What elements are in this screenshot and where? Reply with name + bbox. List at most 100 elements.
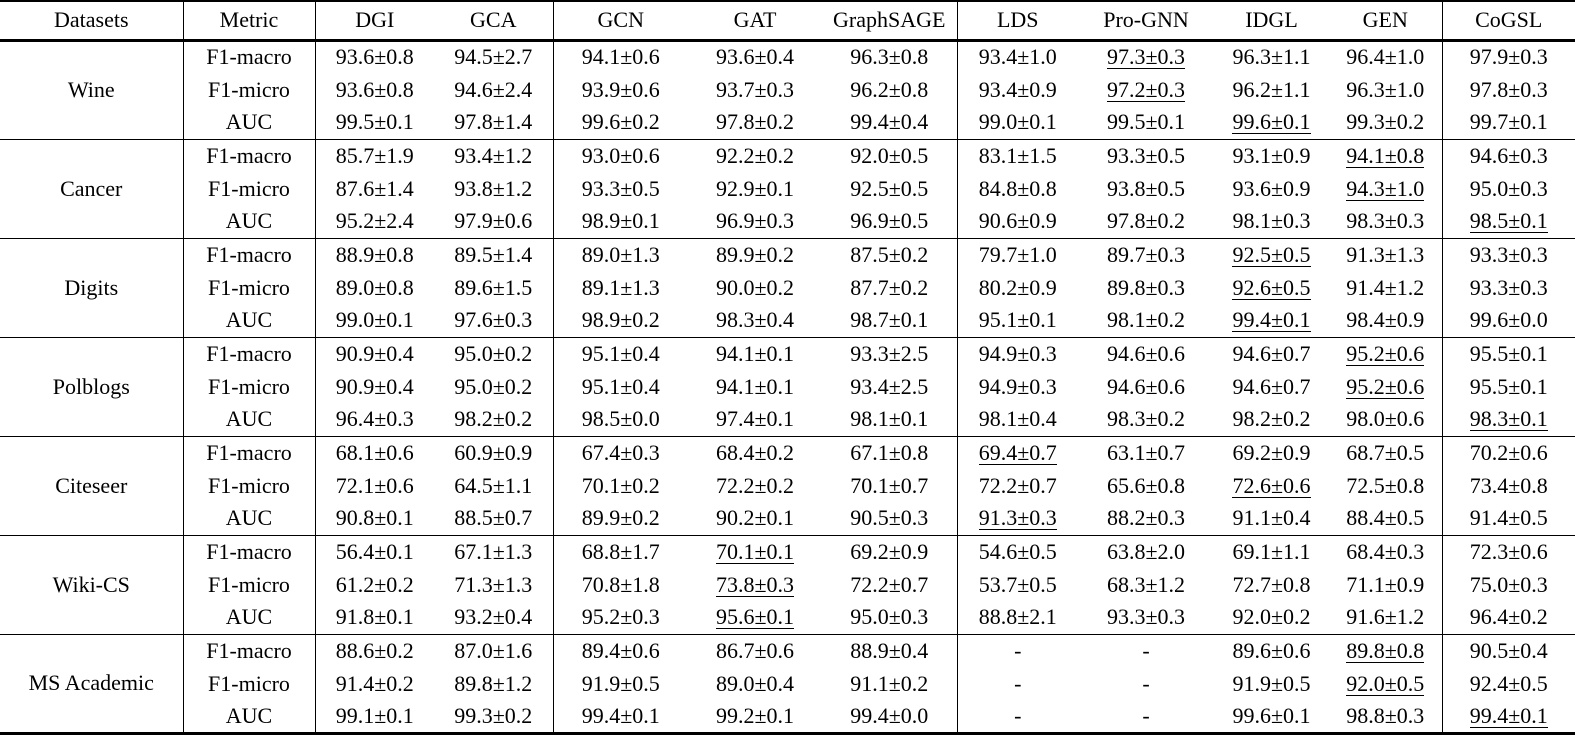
value-cell: 69.1±1.1 bbox=[1214, 534, 1329, 568]
column-header-datasets: Datasets bbox=[0, 1, 184, 42]
value-cell: 97.8±0.2 bbox=[715, 109, 795, 135]
value-cell: - bbox=[1142, 670, 1150, 696]
metric-label: F1-micro bbox=[183, 568, 316, 601]
value-cell: 92.5±0.5 bbox=[1214, 237, 1329, 271]
value-cell: 91.3±0.3 bbox=[957, 502, 1078, 535]
value-cell: 68.8±1.7 bbox=[553, 534, 688, 568]
value-cell: 90.8±0.1 bbox=[335, 505, 414, 531]
table-row: F1-micro 87.6±1.4 93.8±1.2 93.3±0.5 92.9±0.1… bbox=[0, 172, 1575, 205]
column-header-idgl: IDGL bbox=[1214, 1, 1329, 42]
value-cell: 89.0±1.3 bbox=[553, 237, 688, 271]
value-cell: 95.0±0.3 bbox=[822, 601, 958, 634]
value-cell: 73.8±0.3 bbox=[688, 568, 822, 601]
metric-label: AUC bbox=[183, 205, 316, 238]
value-cell: 89.9±0.2 bbox=[688, 237, 822, 271]
value-cell: 94.6±0.7 bbox=[1232, 373, 1311, 399]
column-header-gat: GAT bbox=[688, 1, 822, 42]
table-header: Datasets Metric DGI GCA GCN GAT GraphSAGE LDS Pr… bbox=[0, 1, 1575, 42]
column-header-cogsl: CoGSL bbox=[1442, 1, 1575, 42]
table-row: Wine F1-macro 93.6±0.8 94.5±2.7 94.1±0.6 93.6… bbox=[0, 40, 1575, 139]
value-cell: 90.9±0.4 bbox=[335, 373, 414, 399]
value-cell: 94.1±0.8 bbox=[1329, 138, 1443, 172]
value-cell: 93.1±0.9 bbox=[1214, 138, 1329, 172]
value-cell: 88.4±0.5 bbox=[1329, 502, 1443, 535]
value-cell: 53.7±0.5 bbox=[978, 571, 1057, 597]
metric-label: AUC bbox=[183, 304, 316, 337]
value-cell: 94.6±0.3 bbox=[1442, 138, 1575, 172]
value-cell: 94.9±0.3 bbox=[978, 373, 1057, 399]
value-cell: 72.3±0.6 bbox=[1442, 534, 1575, 568]
value-cell: 91.4±0.5 bbox=[1469, 505, 1548, 531]
value-cell: 71.3±1.3 bbox=[434, 568, 554, 601]
metric-label: F1-micro bbox=[183, 667, 316, 700]
value-cell: 67.1±1.3 bbox=[434, 534, 554, 568]
value-cell: 70.8±1.8 bbox=[581, 571, 660, 597]
table-row: Polblogs F1-macro 90.9±0.4 95.0±0.2 95.1±0.4… bbox=[0, 336, 1575, 436]
underlined-value: 92.0±0.5 bbox=[1346, 670, 1425, 696]
value-cell: 96.9±0.5 bbox=[822, 205, 958, 238]
value-cell: 83.1±1.5 bbox=[957, 138, 1078, 172]
metric-label: F1-macro bbox=[183, 40, 316, 73]
value-cell: 96.4±1.0 bbox=[1329, 40, 1443, 73]
value-cell: 98.2±0.2 bbox=[1232, 406, 1311, 432]
table-row: AUC 96.4±0.3 98.2±0.2 98.5±0.0 97.4±0.1 98.1±… bbox=[0, 403, 1575, 436]
value-cell: 95.6±0.1 bbox=[688, 601, 822, 634]
metric-label: F1-macro bbox=[183, 336, 316, 370]
value-cell: 94.6±0.7 bbox=[1214, 336, 1329, 370]
value-cell: - bbox=[1078, 633, 1214, 667]
value-cell: 96.2±0.8 bbox=[822, 73, 958, 106]
value-cell: 60.9±0.9 bbox=[434, 435, 554, 469]
value-cell: 73.4±0.8 bbox=[1469, 472, 1548, 498]
value-cell: 93.6±0.4 bbox=[715, 44, 795, 70]
value-cell: 95.1±0.4 bbox=[581, 373, 660, 399]
value-cell: 98.3±0.1 bbox=[1442, 403, 1575, 436]
value-cell: 98.3±0.2 bbox=[1106, 406, 1186, 432]
value-cell: 94.3±1.0 bbox=[1329, 172, 1443, 205]
value-cell: 88.6±0.2 bbox=[315, 633, 434, 667]
table-row: F1-micro 93.6±0.8 94.6±2.4 93.9±0.6 93.7±0.3… bbox=[0, 73, 1575, 106]
value-cell: 98.1±0.3 bbox=[1232, 208, 1311, 234]
value-cell: 96.9±0.3 bbox=[715, 208, 795, 234]
value-cell: 93.9±0.6 bbox=[581, 76, 660, 102]
value-cell: 93.6±0.8 bbox=[335, 76, 414, 102]
value-cell: 91.4±1.2 bbox=[1329, 271, 1443, 304]
value-cell: 96.4±0.2 bbox=[1469, 604, 1548, 630]
metric-label: F1-macro bbox=[183, 237, 316, 271]
table-row: F1-micro 72.1±0.6 64.5±1.1 70.1±0.2 72.2±0.2… bbox=[0, 469, 1575, 502]
column-header-dgi: DGI bbox=[315, 1, 434, 42]
value-cell: 97.4±0.1 bbox=[715, 406, 795, 432]
value-cell: 97.3±0.3 bbox=[1078, 40, 1214, 73]
value-cell: 94.6±2.4 bbox=[434, 73, 554, 106]
value-cell: 72.5±0.8 bbox=[1329, 469, 1443, 502]
value-cell: 95.0±0.2 bbox=[434, 370, 554, 403]
value-cell: 98.5±0.0 bbox=[581, 406, 660, 432]
underlined-value: 94.1±0.8 bbox=[1346, 142, 1425, 168]
dataset-label: Citeseer bbox=[0, 435, 184, 535]
value-cell: 88.8±2.1 bbox=[978, 604, 1057, 630]
underlined-value: 92.5±0.5 bbox=[1232, 241, 1311, 267]
table-row: MS Academic F1-macro 88.6±0.2 87.0±1.6 89.4±… bbox=[0, 633, 1575, 733]
value-cell: 95.5±0.1 bbox=[1442, 336, 1575, 370]
metric-label: F1-macro bbox=[183, 435, 316, 469]
underlined-value: 69.4±0.7 bbox=[978, 439, 1057, 465]
value-cell: 93.3±0.3 bbox=[1469, 274, 1548, 300]
value-cell: 93.8±1.2 bbox=[434, 172, 554, 205]
underlined-value: 72.6±0.6 bbox=[1232, 472, 1311, 498]
value-cell: 90.6±0.9 bbox=[978, 208, 1057, 234]
column-header-metric: Metric bbox=[183, 1, 316, 42]
value-cell: 94.5±2.7 bbox=[434, 40, 554, 73]
value-cell: 96.3±1.1 bbox=[1232, 44, 1311, 70]
value-cell: 70.1±0.7 bbox=[822, 469, 958, 502]
value-cell: 93.4±2.5 bbox=[822, 370, 958, 403]
metric-label: AUC bbox=[183, 601, 316, 634]
value-cell: 98.9±0.1 bbox=[581, 208, 660, 234]
value-cell: 91.1±0.2 bbox=[822, 667, 958, 700]
column-header-gcn: GCN bbox=[553, 1, 688, 42]
value-cell: 96.3±1.0 bbox=[1329, 73, 1443, 106]
value-cell: 99.4±0.1 bbox=[1442, 700, 1575, 733]
value-cell: 98.8±0.3 bbox=[1329, 700, 1443, 733]
value-cell: 98.0±0.6 bbox=[1329, 403, 1443, 436]
value-cell: 89.7±0.3 bbox=[1078, 237, 1214, 271]
value-cell: 93.7±0.3 bbox=[715, 76, 795, 102]
value-cell: 88.2±0.3 bbox=[1106, 505, 1186, 531]
